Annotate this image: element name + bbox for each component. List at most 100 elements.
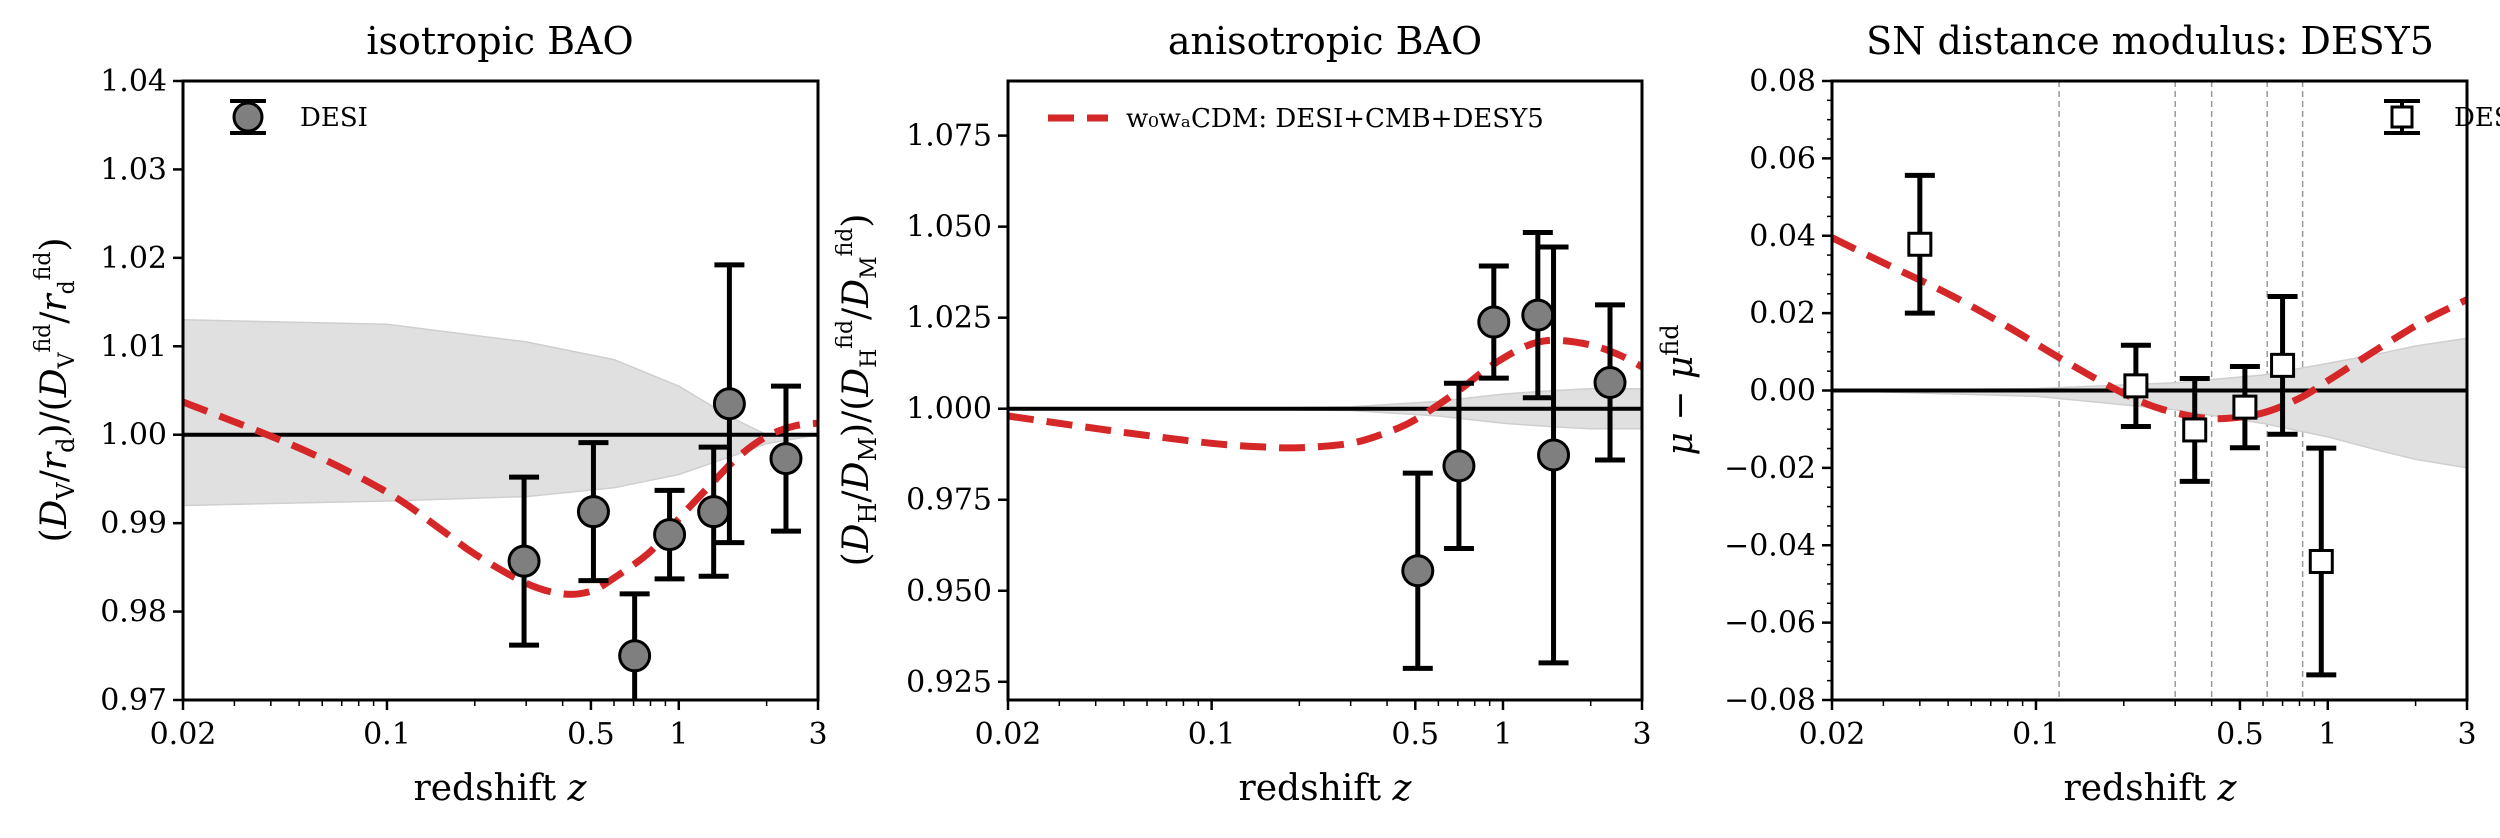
marker-square — [2270, 352, 2296, 378]
y-tick-label: 1.04 — [100, 64, 167, 99]
data-point — [712, 262, 746, 546]
y-tick-label: 0.06 — [1749, 141, 1816, 176]
y-tick-label: 0.97 — [100, 683, 167, 718]
marker-square — [2123, 373, 2149, 399]
marker-circle — [712, 387, 746, 421]
x-tick-label: 3 — [2457, 717, 2476, 752]
x-tick-label: 0.1 — [363, 717, 411, 752]
y-axis-label: (DH/DM)/(DHfid/DMfid) — [833, 214, 882, 567]
y-tick-label: −0.08 — [1724, 683, 1816, 718]
y-tick-label: 1.02 — [100, 241, 167, 276]
legend-label: DESY5 — [2454, 103, 2500, 133]
y-tick-label: −0.06 — [1724, 606, 1816, 641]
panel-sn-distance-modulus: SN distance modulus: DESY5 −0.08 −0.06 −0.… — [1656, 19, 2500, 809]
model-curve — [1008, 336, 1642, 452]
legend-label: w₀wₐCDM: DESI+CMB+DESY5 — [1126, 104, 1544, 134]
data-point — [1477, 263, 1511, 381]
x-tick-label: 0.02 — [150, 717, 217, 752]
x-tick-label: 0.02 — [1799, 717, 1866, 752]
y-tick-group: 0.97 0.98 0.99 1.00 1.01 1.02 1.03 1.04 — [100, 64, 183, 718]
data-point — [2229, 364, 2260, 451]
y-axis-label: (DV/rd)/(DVfid/rdfid) — [31, 237, 80, 542]
x-tick-label: 0.5 — [1391, 717, 1439, 752]
data-point — [507, 474, 541, 648]
legend-swatch — [2390, 105, 2414, 129]
data-point — [653, 487, 687, 582]
data-points-group — [1401, 229, 1627, 671]
legend-label: DESI — [300, 103, 368, 133]
marker-square — [2182, 417, 2208, 443]
x-axis-label: redshift z — [2064, 768, 2238, 809]
y-tick-label: 1.03 — [100, 152, 167, 187]
x-tick-label: 1 — [1493, 717, 1512, 752]
y-tick-label: 0.04 — [1749, 219, 1816, 254]
y-tick-label: 1.000 — [906, 392, 992, 427]
x-tick-label: 0.1 — [1188, 717, 1236, 752]
panel-anisotropic-bao: anisotropic BAO 0.925 0.950 0.975 1.000 1.02… — [833, 19, 1652, 809]
y-tick-label: 1.050 — [906, 210, 992, 245]
y-tick-label: 0.99 — [100, 506, 167, 541]
marker-circle — [1477, 305, 1511, 339]
data-point — [2120, 342, 2151, 429]
data-point — [1521, 229, 1555, 401]
y-tick-label: 0.02 — [1749, 296, 1816, 331]
panel-title: isotropic BAO — [366, 19, 633, 63]
data-point — [2179, 376, 2210, 484]
legend: w₀wₐCDM: DESI+CMB+DESY5 — [1048, 104, 1544, 134]
marker-circle — [653, 518, 687, 552]
data-point — [618, 591, 652, 700]
data-point — [1593, 302, 1627, 463]
y-tick-label: 1.075 — [906, 119, 992, 154]
x-tick-label: 0.02 — [975, 717, 1042, 752]
y-tick-label: 1.01 — [100, 329, 167, 364]
y-tick-label: 0.08 — [1749, 64, 1816, 99]
data-point — [2306, 445, 2337, 678]
y-tick-label: −0.04 — [1724, 528, 1816, 563]
confidence-band — [183, 319, 818, 507]
confidence-band-group — [183, 319, 818, 507]
marker-circle — [576, 495, 610, 529]
y-tick-group: −0.08 −0.06 −0.04 −0.02 0.00 0.02 0.04 0.06 0.08 — [1724, 64, 1832, 718]
y-tick-group: 0.925 0.950 0.975 1.000 1.025 1.050 1.075 — [906, 119, 1008, 700]
x-axis-label: redshift z — [1239, 768, 1413, 809]
data-point — [1401, 470, 1435, 671]
data-points-group — [507, 262, 803, 700]
data-point — [769, 383, 803, 534]
data-point — [576, 440, 610, 584]
marker-circle — [618, 639, 652, 673]
plot-frame — [181, 79, 820, 702]
model-curve — [1832, 234, 2467, 423]
model-curve-group — [1832, 234, 2467, 423]
marker-circle — [507, 544, 541, 578]
data-point — [1537, 244, 1571, 666]
data-point — [2267, 293, 2298, 437]
y-tick-label: 0.98 — [100, 595, 167, 630]
marker-circle — [1521, 298, 1555, 332]
x-tick-group: 0.02 0.1 0.5 1 3 — [1799, 700, 2477, 752]
data-point — [1904, 172, 1935, 316]
legend-swatch — [232, 101, 264, 133]
y-tick-label: 0.950 — [906, 574, 992, 609]
marker-square — [1907, 231, 1933, 257]
marker-square — [2232, 394, 2258, 420]
plot-frame — [1006, 79, 1644, 702]
x-tick-label: 0.5 — [2216, 717, 2264, 752]
y-tick-label: 1.00 — [100, 418, 167, 453]
data-point — [697, 444, 731, 579]
y-axis-label: μ − μfid — [1656, 324, 1701, 455]
y-tick-label: 1.025 — [906, 301, 992, 336]
model-curve-group — [1008, 336, 1642, 452]
panel-isotropic-bao: isotropic BAO 0.97 0.98 0.99 1.00 1.01 1.02 1.… — [31, 19, 828, 809]
marker-circle — [697, 495, 731, 529]
x-tick-label: 3 — [1632, 717, 1651, 752]
bin-edge-lines-group — [2058, 81, 2304, 700]
x-tick-label: 0.5 — [567, 717, 615, 752]
y-tick-label: 0.975 — [906, 483, 992, 518]
marker-circle — [769, 442, 803, 476]
model-curve-group — [183, 398, 818, 598]
data-points-group — [1904, 172, 2337, 678]
x-tick-label: 3 — [808, 717, 827, 752]
panel-title: SN distance modulus: DESY5 — [1866, 19, 2434, 63]
x-tick-label: 1 — [2318, 717, 2337, 752]
